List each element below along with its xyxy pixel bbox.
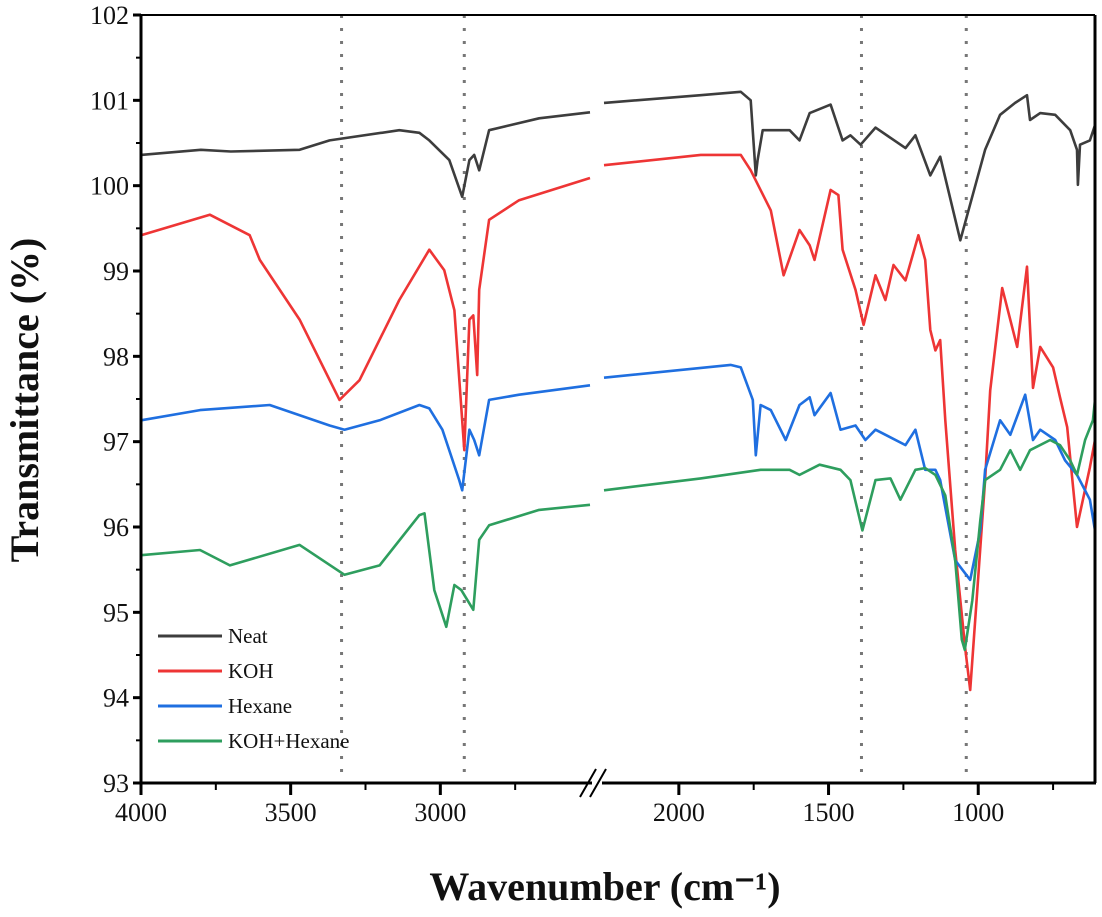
x-axis-title: Wavenumber (cm⁻¹) [429,864,780,909]
y-tick-label: 94 [103,684,129,713]
x-tick-label: 3000 [414,798,466,827]
legend-item: KOH+Hexane [158,729,349,753]
legend-item: Neat [158,624,268,648]
series-line-hexane [140,384,591,492]
y-tick-label: 99 [103,257,129,286]
x-tick-label: 1500 [803,798,855,827]
y-tick-label: 93 [103,769,129,798]
legend-label: Neat [228,624,268,648]
y-tick-label: 95 [103,598,129,627]
legend: Neat KOH Hexane KOH+Hexane [158,624,349,753]
x-tick-label: 4000 [115,798,167,827]
axis-break-mark [589,768,607,798]
series-group [140,90,1097,692]
y-axis-title: Transmittance (%) [2,238,47,563]
y-tick-label: 100 [90,172,129,201]
legend-label: KOH+Hexane [228,729,349,753]
series-line-koh [140,176,591,452]
y-tick-label: 98 [103,342,129,371]
y-tick-label: 96 [103,513,129,542]
axis-break-mark [579,768,597,798]
axes: 4000 3500 3000 2000 1500 1000 93 94 95 96 97 98 99 10… [90,1,1097,827]
x-tick-label: 2000 [653,798,705,827]
series-line-hexane [603,363,1097,582]
series-line-neat [140,111,591,199]
legend-item: Hexane [158,694,292,718]
series-line-koh-hexane [140,503,591,629]
y-tick-label: 97 [103,428,129,457]
legend-label: Hexane [228,694,292,718]
legend-item: KOH [158,659,274,683]
legend-label: KOH [228,659,274,683]
y-tick-label: 101 [90,86,129,115]
series-line-neat [603,90,1097,242]
x-tick-label: 3500 [265,798,317,827]
y-tick-label: 102 [90,1,129,30]
series-line-koh [603,153,1097,692]
x-tick-label: 1000 [952,798,1004,827]
series-line-koh-hexane [603,399,1097,652]
